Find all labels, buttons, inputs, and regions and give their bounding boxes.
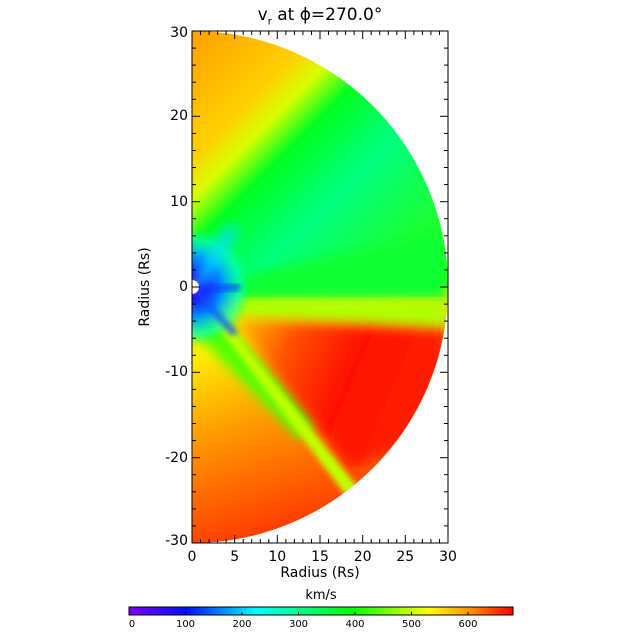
y-tick-label: -10 [165, 364, 188, 380]
colorbar [128, 606, 514, 616]
x-tick-label: 20 [353, 549, 372, 565]
x-tick-label: 0 [187, 549, 197, 565]
x-tick-label: 10 [268, 549, 287, 565]
x-axis-label: Radius (Rs) [280, 565, 360, 581]
x-tick-label: 15 [311, 549, 329, 565]
colorbar-tick-label: 600 [458, 619, 478, 630]
y-axis-label: Radius (Rs) [137, 247, 153, 327]
colorbar-label: km/s [305, 588, 337, 603]
y-tick-label: -30 [165, 533, 188, 549]
colorbar-tick-label: 0 [128, 619, 136, 630]
plot-title: vr at ϕ=270.0° [0, 5, 640, 27]
colorbar-tick-label: 500 [401, 619, 422, 630]
x-tick-label: 25 [396, 549, 415, 565]
x-tick-label: 5 [230, 549, 240, 565]
title-v: v [257, 5, 268, 25]
y-tick-label: 20 [170, 108, 188, 124]
x-ticks [191, 31, 440, 543]
x-tick-label: 30 [439, 549, 457, 565]
title-rest: at ϕ=270.0° [271, 5, 383, 25]
y-ticks [192, 47, 448, 527]
colorbar-ticks [185, 612, 469, 615]
colorbar-tick-label: 200 [232, 619, 252, 630]
y-tick-label: 10 [170, 194, 188, 210]
title-subscript: r [267, 16, 272, 28]
colorbar-tick-label: 100 [175, 619, 196, 630]
y-tick-label: -20 [165, 450, 188, 466]
y-tick-label: 30 [170, 25, 188, 41]
colorbar-tick-label: 400 [345, 619, 365, 630]
y-tick-label: 0 [179, 279, 188, 295]
colorbar-tick-label: 300 [288, 619, 309, 630]
